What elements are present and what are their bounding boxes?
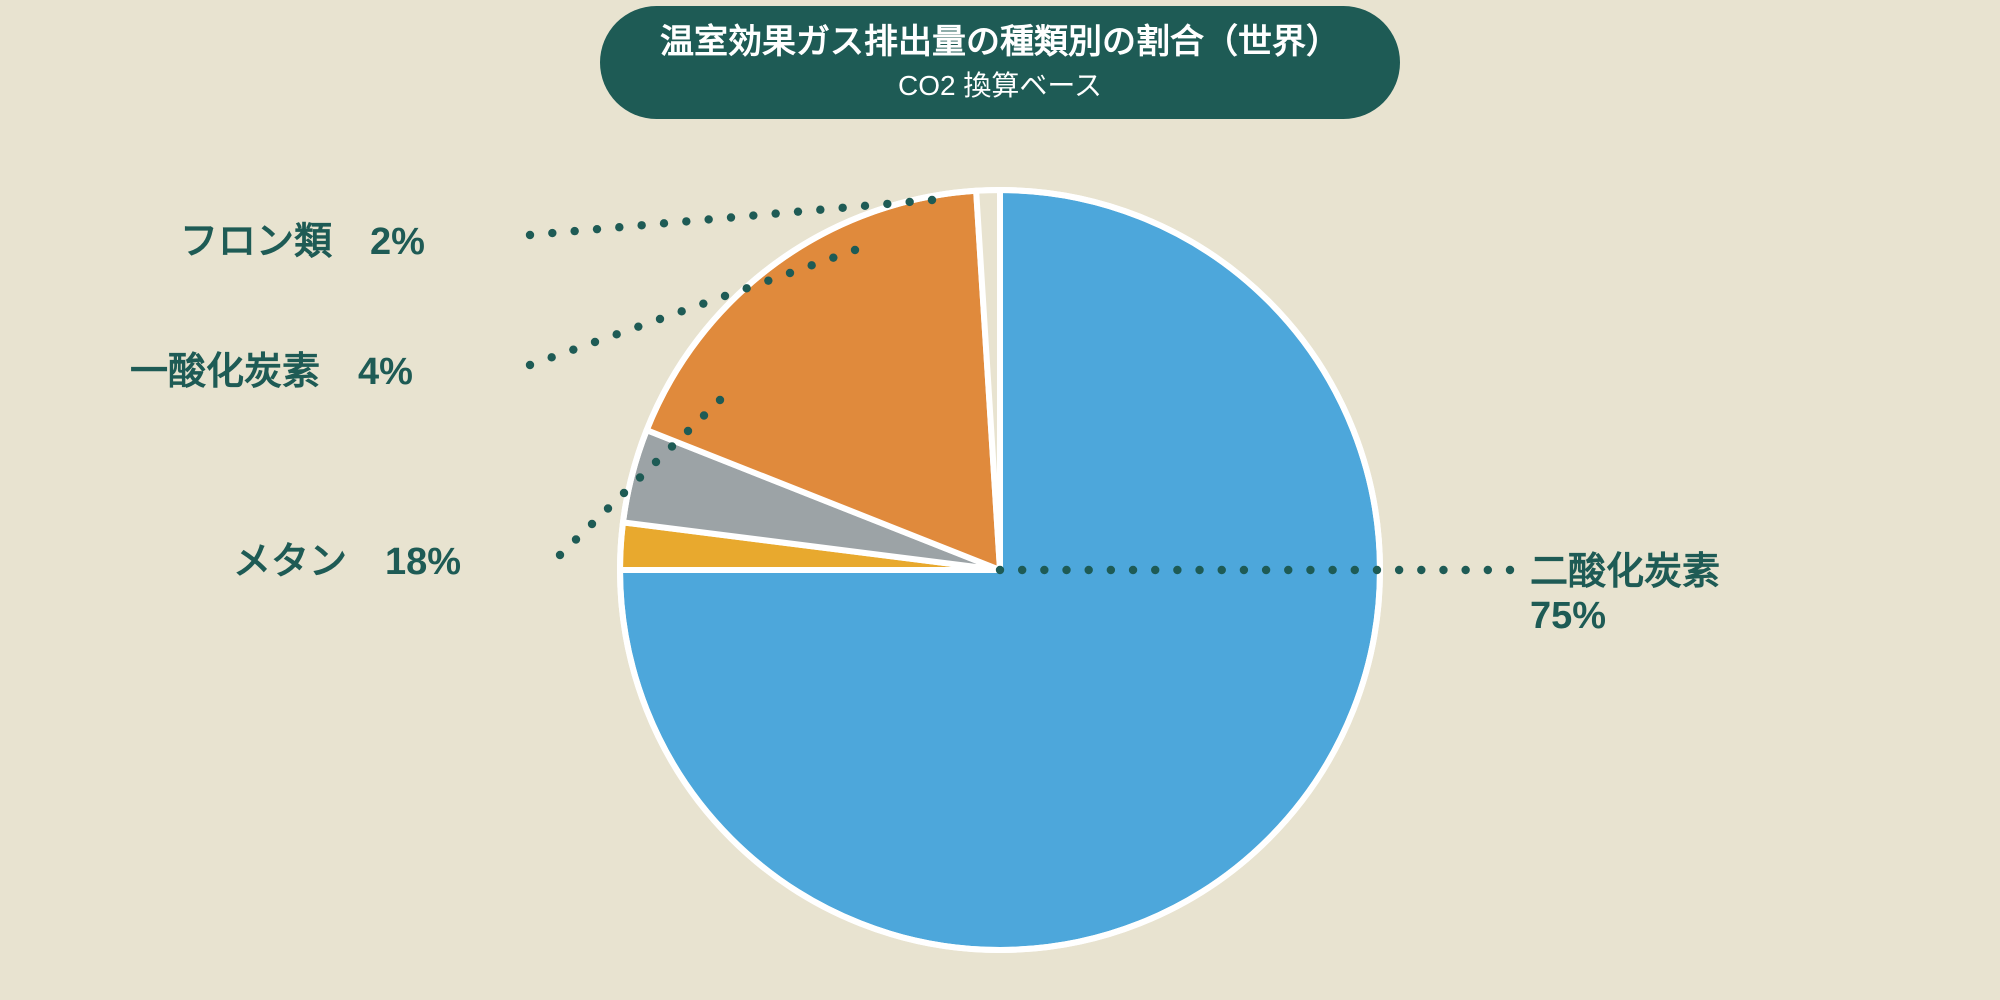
pie-label-name: 二酸化炭素	[1530, 551, 1720, 593]
pie-label-value: 75%	[1530, 595, 1720, 638]
pie-label-co: 一酸化炭素 4%	[130, 340, 413, 395]
pie-label-freon: フロン類 2%	[180, 210, 425, 265]
pie-chart	[0, 0, 2000, 1000]
pie-label-co2: 二酸化炭素75%	[1530, 540, 1720, 638]
pie-label-methane: メタン 18%	[233, 530, 461, 585]
